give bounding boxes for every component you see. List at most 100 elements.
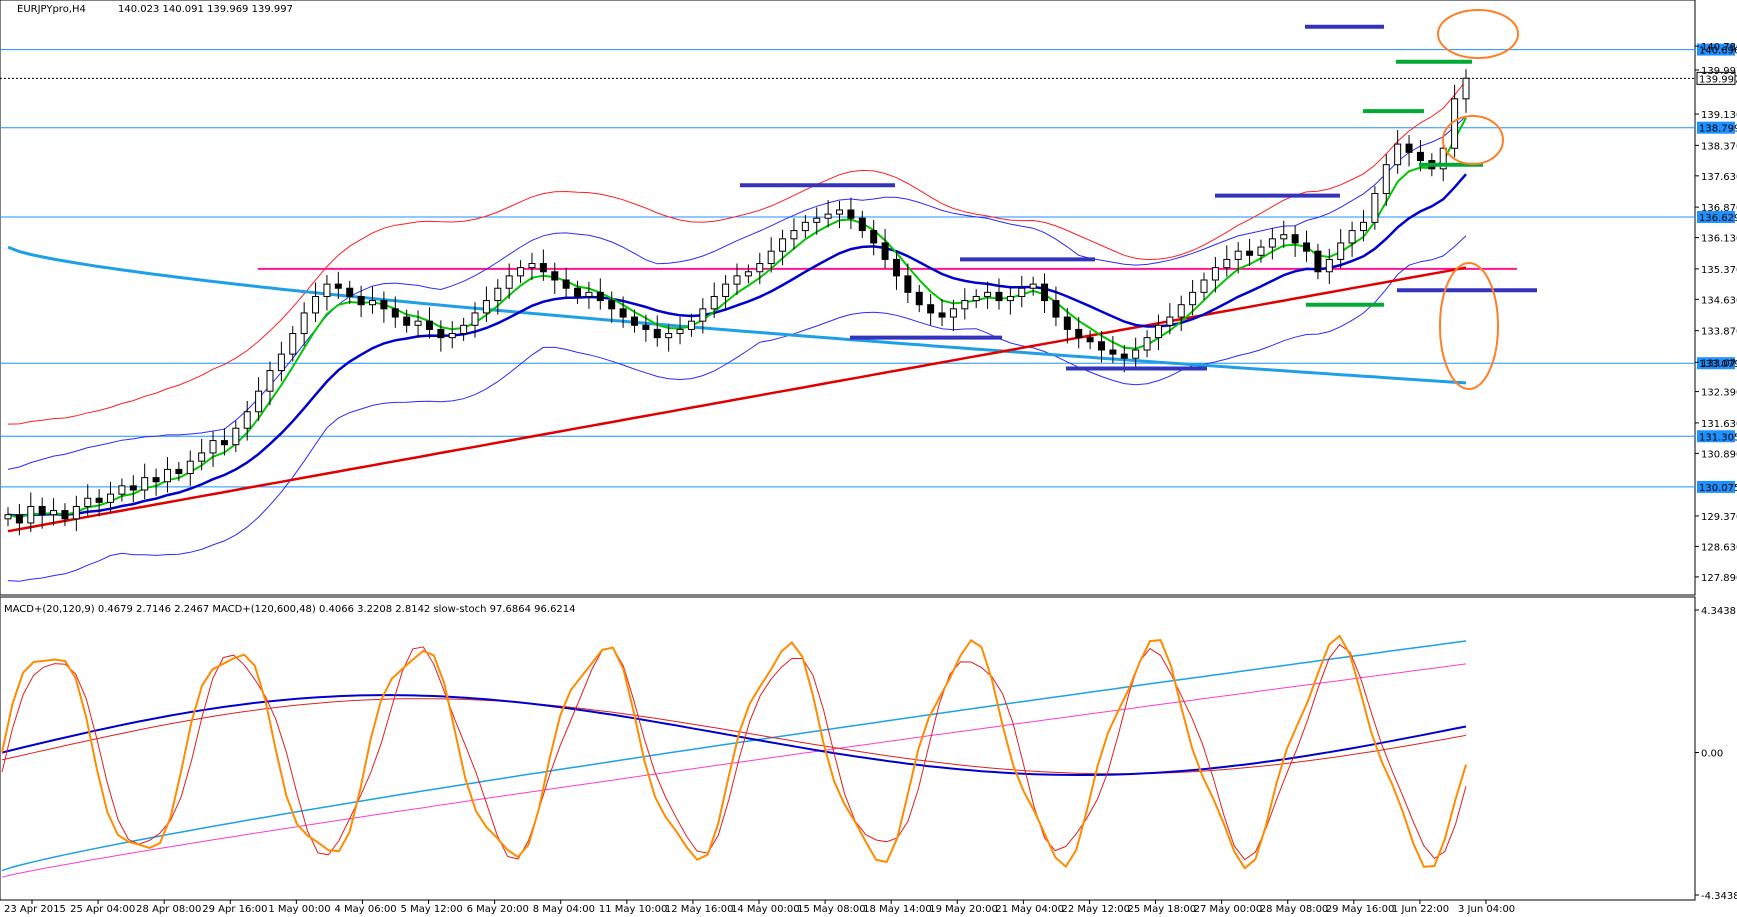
candle-body <box>72 505 80 520</box>
level-label-bg <box>1697 121 1735 134</box>
candle-body <box>1325 258 1333 273</box>
indicator-panel-header: MACD+(20,120,9) 0.4679 2.7146 2.2467 MAC… <box>4 604 576 615</box>
candle-body <box>1280 234 1288 240</box>
candle-body <box>209 440 217 454</box>
candle-body <box>836 209 844 215</box>
macd-signal-line <box>1 698 1467 775</box>
macd-line <box>1 694 1467 776</box>
level-label: 139.997 <box>1699 74 1737 85</box>
time-tick-label: 4 May 06:00 <box>334 904 396 915</box>
price-tick-label: 140.780 <box>1701 42 1737 53</box>
candle-body <box>334 283 342 289</box>
candle-body <box>687 320 695 330</box>
candle-body <box>243 411 251 429</box>
time-tick-label: 23 Apr 2015 <box>4 904 66 915</box>
candle-body <box>289 333 297 355</box>
time-tick-label: 1 May 00:00 <box>268 904 330 915</box>
time-tick-label: 15 May 08:00 <box>797 904 866 915</box>
candle-body <box>1200 279 1208 293</box>
candle-body <box>4 514 12 520</box>
level-label: 131.305 <box>1699 432 1737 443</box>
candle-body <box>414 320 422 326</box>
candle-body <box>562 279 570 289</box>
candle-body <box>847 209 855 219</box>
time-tick-label: 14 May 00:00 <box>731 904 800 915</box>
annotation-ellipse <box>1442 115 1504 165</box>
candle-body <box>186 460 194 475</box>
candle-body <box>1098 341 1105 351</box>
candle-body <box>870 230 878 244</box>
candle-body <box>505 275 513 289</box>
long-ma-line <box>7 245 1467 385</box>
candle-body <box>1052 300 1060 318</box>
candle-body <box>425 320 433 330</box>
price-tick-label: 127.890 <box>1701 573 1737 584</box>
candle-body <box>801 221 809 232</box>
time-tick-label: 28 May 08:00 <box>1260 904 1329 915</box>
envelope-upper <box>7 80 1467 425</box>
candle-body <box>1303 242 1311 252</box>
price-tick-label: 132.390 <box>1701 388 1737 399</box>
candle-body <box>949 308 957 318</box>
candle-body <box>608 300 616 310</box>
price-tick-label: 128.630 <box>1701 542 1737 553</box>
candle-body <box>1462 77 1470 100</box>
candle-body <box>984 291 992 297</box>
candle-body <box>300 312 308 335</box>
candle-body <box>699 308 707 322</box>
candle-body <box>665 333 673 339</box>
candle-body <box>1177 304 1185 318</box>
candle-body <box>710 295 718 310</box>
candle-body <box>255 390 263 413</box>
candle-body <box>175 468 183 475</box>
candle-body <box>312 295 320 314</box>
candle-body <box>1382 164 1390 195</box>
level-label-bg <box>1697 357 1735 370</box>
candle-body <box>744 271 752 277</box>
indicator-tick-label: -4.3438 <box>1701 891 1737 902</box>
level-label-bg <box>1697 43 1735 56</box>
level-label-bg <box>1697 211 1735 224</box>
time-tick-label: 27 May 00:00 <box>1194 904 1263 915</box>
candle-body <box>767 250 775 265</box>
level-label-bg <box>1696 71 1736 85</box>
candle-body <box>1166 316 1174 326</box>
candle-body <box>1086 337 1094 343</box>
annotation-ellipse <box>1439 262 1499 390</box>
candle-body <box>574 287 582 297</box>
price-tick-label: 137.630 <box>1701 172 1737 183</box>
level-label: 140.696 <box>1699 46 1737 57</box>
price-panel-header: EURJPYpro,H4 <box>17 4 86 15</box>
candle-body <box>539 263 547 273</box>
candle-body <box>790 230 798 240</box>
candle-body <box>585 291 593 297</box>
time-tick-label: 28 Apr 08:00 <box>136 904 201 915</box>
time-tick-label: 18 May 14:00 <box>863 904 932 915</box>
candle-body <box>38 505 46 516</box>
stoch-line <box>1 634 1467 870</box>
slow-ma-line <box>7 266 1467 533</box>
time-tick-label: 25 Apr 04:00 <box>70 904 135 915</box>
candle-body <box>1359 221 1367 232</box>
candle-body <box>858 217 866 232</box>
candle-body <box>915 291 923 306</box>
candle-body <box>27 505 35 524</box>
time-tick-label: 11 May 10:00 <box>599 904 668 915</box>
time-tick-label: 12 May 16:00 <box>665 904 734 915</box>
candle-body <box>448 333 456 339</box>
candle-body <box>528 263 536 269</box>
candle-body <box>357 295 365 306</box>
candle-body <box>346 287 354 297</box>
price-tick-label: 136.130 <box>1701 234 1737 245</box>
candle-body <box>642 324 650 330</box>
candle-body <box>1006 295 1014 302</box>
candle-body <box>152 477 160 483</box>
candle-body <box>995 291 1003 302</box>
candle-body <box>1154 324 1162 339</box>
candle-body <box>1109 349 1117 355</box>
candle-body <box>232 427 240 446</box>
candle-body <box>163 468 171 483</box>
candle-body <box>277 353 285 372</box>
candle-body <box>141 477 149 491</box>
